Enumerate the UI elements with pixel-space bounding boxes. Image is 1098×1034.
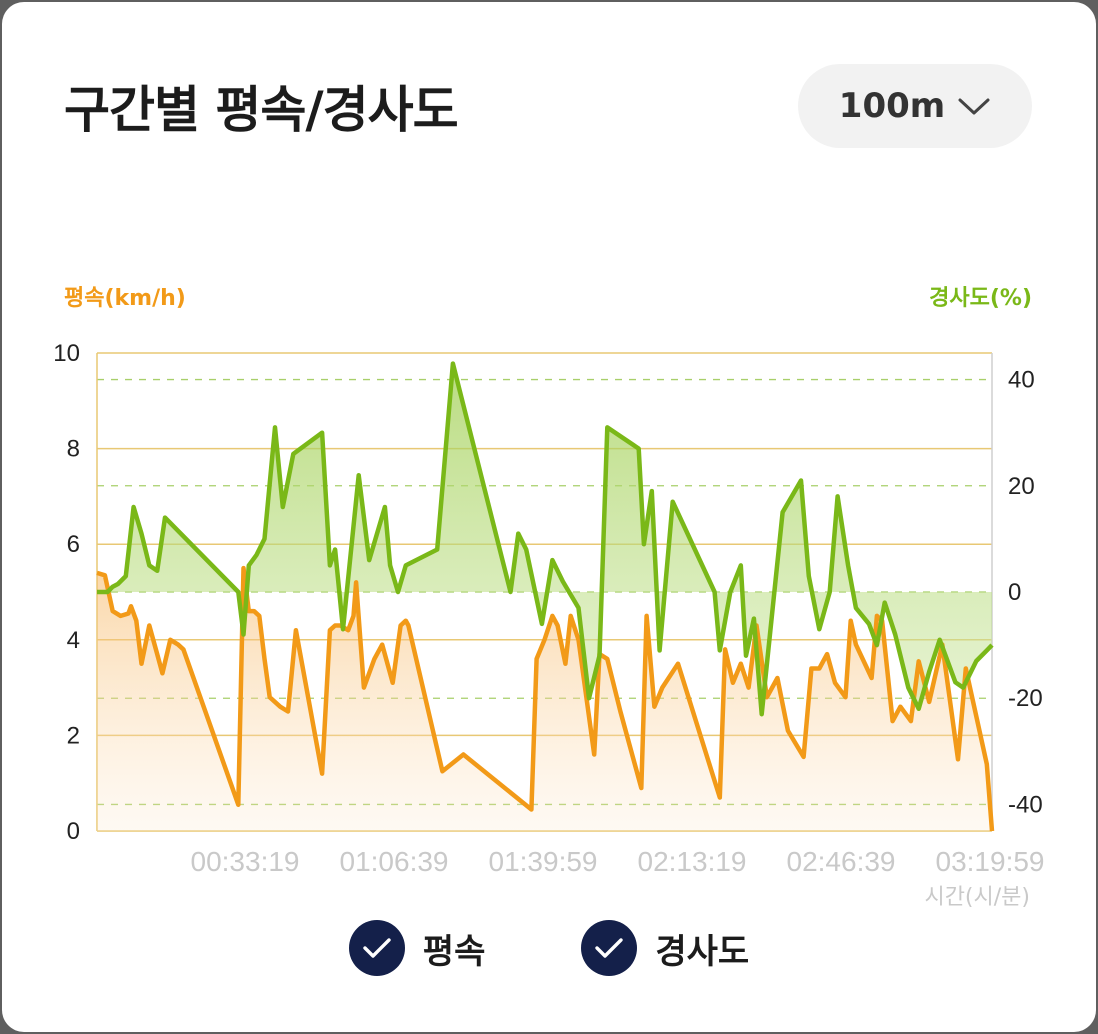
- y-axis-title: 평속(km/h): [64, 286, 186, 311]
- y2-tick-label: 40: [1008, 367, 1035, 394]
- legend: 평속 경사도: [0, 920, 1098, 976]
- y2-tick-label: 0: [1008, 579, 1021, 606]
- x-tick-label: 02:13:19: [638, 846, 747, 877]
- chevron-down-icon: [958, 98, 990, 115]
- x-axis-title: 시간(시/분): [924, 885, 1030, 910]
- y2-tick-label: -20: [1008, 685, 1043, 712]
- y2-tick-label: -40: [1008, 791, 1043, 818]
- x-tick-label: 02:46:39: [787, 846, 896, 877]
- page-title: 구간별 평속/경사도: [64, 81, 459, 139]
- speed-line: [96, 565, 995, 832]
- legend-label-gradient: 경사도: [655, 931, 750, 972]
- check-icon: [348, 920, 405, 976]
- interval-value: 100m: [838, 86, 946, 126]
- speed-area: [97, 568, 992, 831]
- x-tick-label: 01:06:39: [340, 846, 449, 877]
- interval-dropdown[interactable]: 100m: [798, 64, 1032, 148]
- y-tick-label: 10: [53, 340, 80, 367]
- y-tick-label: 4: [67, 627, 80, 654]
- gradient-area: [97, 363, 992, 715]
- x-tick-label: 00:33:19: [191, 846, 300, 877]
- gradient-line: [97, 361, 994, 717]
- legend-toggle-speed[interactable]: 평속: [348, 920, 486, 976]
- y2-tick-label: 20: [1008, 473, 1035, 500]
- y-tick-label: 8: [67, 436, 80, 463]
- y2-axis-title: 경사도(%): [929, 286, 1032, 311]
- x-tick-label: 03:19:59: [936, 846, 1045, 877]
- legend-label-speed: 평속: [422, 931, 486, 972]
- y-tick-label: 6: [67, 531, 80, 558]
- y-tick-label: 0: [67, 818, 80, 845]
- x-tick-label: 01:39:59: [489, 846, 598, 877]
- check-icon: [581, 920, 638, 976]
- y-tick-label: 2: [67, 722, 80, 749]
- legend-toggle-gradient[interactable]: 경사도: [581, 920, 749, 976]
